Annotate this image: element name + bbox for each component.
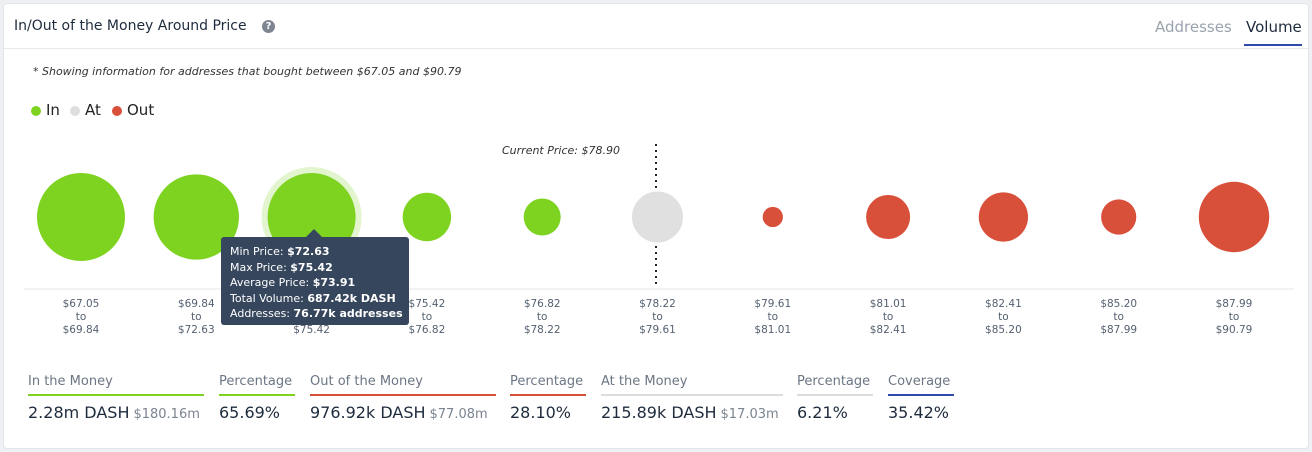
legend-item-at[interactable]: At [70,101,101,119]
current-price-label: Current Price: $78.90 [502,144,620,157]
tab-active-underline [1244,44,1302,46]
tick-label-price: $69.84 [63,324,100,336]
tick-label-price: $82.41 [985,298,1022,310]
bubble-out[interactable] [866,195,911,239]
tick-label-price: $81.01 [754,324,791,336]
tick-label-to: to [652,311,663,323]
stat-at-the-money: At the Money 215.89k DASH $17.03m [601,374,783,422]
legend-label-out: Out [127,101,155,119]
tick-label-price: $90.79 [1216,324,1253,336]
tick-label-price: $82.41 [870,324,907,336]
tick-label-price: $72.63 [178,324,215,336]
stat-in-the-money: In the Money 2.28m DASH $180.16m [28,374,204,422]
stat-out-of-the-money: Out of the Money 976.92k DASH $77.08m [310,374,496,422]
help-icon[interactable]: ? [262,20,275,33]
tooltip-row-min-price: Min Price: $72.63 [230,245,330,258]
legend-dot-at-icon [70,106,80,116]
tooltip-row-total-volume: Total Volume: 687.42k DASH [230,291,396,305]
tick-label-price: $75.42 [409,298,446,310]
page-title: In/Out of the Money Around Price [14,18,247,34]
tick-label-price: $85.20 [985,324,1022,336]
tick-label-to: to [422,311,433,323]
tick-label-price: $78.22 [524,324,561,336]
legend-label-in: In [46,101,60,119]
tooltip-row-average-price: Average Price: $73.91 [230,276,356,289]
tick-label-to: to [1113,311,1124,323]
tick-label-to: to [998,311,1009,323]
tick-label-price: $75.42 [293,324,330,336]
summary-stats: In the Money 2.28m DASH $180.16m Percenta… [4,374,1308,434]
tick-label-price: $81.01 [870,298,907,310]
bubble-in[interactable] [402,192,452,242]
stat-at-percentage: Percentage 6.21% [797,374,873,422]
tooltip-row-addresses: Addresses: 76.77k addresses [230,307,403,320]
legend-label-at: At [85,101,101,119]
tick-label-to: to [883,311,894,323]
legend-dot-out-icon [112,106,122,116]
bubble-in[interactable] [153,174,239,260]
bubble-chart: Current Price: $78.90 $67.05to$69.84$69.… [24,144,1294,336]
tick-label-price: $76.82 [409,324,446,336]
tick-label-price: $87.99 [1100,324,1137,336]
tick-label-to: to [76,311,87,323]
legend-item-out[interactable]: Out [112,101,154,119]
bubble-at[interactable] [631,191,684,243]
tick-label-price: $78.22 [639,298,676,310]
tick-label-price: $67.05 [63,298,100,310]
bubble-out[interactable] [978,192,1029,242]
tab-volume[interactable]: Volume [1246,18,1302,36]
tick-label-price: $69.84 [178,298,215,310]
tick-label-price: $76.82 [524,298,561,310]
tick-label-to: to [537,311,548,323]
stat-out-percentage: Percentage 28.10% [510,374,586,422]
tick-label-price: $85.20 [1100,298,1137,310]
bubble-in[interactable] [37,173,125,261]
chart-card: In/Out of the Money Around Price ? Addre… [3,3,1309,449]
legend-dot-in-icon [31,106,41,116]
tick-label-to: to [768,311,779,323]
tick-label-to: to [1229,311,1240,323]
tick-label-price: $79.61 [639,324,676,336]
bubble-in[interactable] [523,198,561,236]
tooltip-row-max-price: Max Price: $75.42 [230,260,333,274]
bubble-out[interactable] [1198,181,1270,253]
tick-label-price: $87.99 [1216,298,1253,310]
bubble-out[interactable] [1101,199,1137,235]
tooltip-arrow [306,229,322,237]
legend-item-in[interactable]: In [31,101,60,119]
tab-addresses[interactable]: Addresses [1155,18,1232,36]
tick-label-price: $79.61 [754,298,791,310]
stat-in-percentage: Percentage 65.69% [219,374,295,422]
hover-tooltip: Min Price: $72.63 Max Price: $75.42 Aver… [221,237,409,325]
range-note: * Showing information for addresses that… [33,65,462,78]
bubble-out[interactable] [762,206,783,228]
tick-label-to: to [191,311,202,323]
stat-coverage: Coverage 35.42% [888,374,954,422]
card-header: In/Out of the Money Around Price ? Addre… [4,4,1308,49]
